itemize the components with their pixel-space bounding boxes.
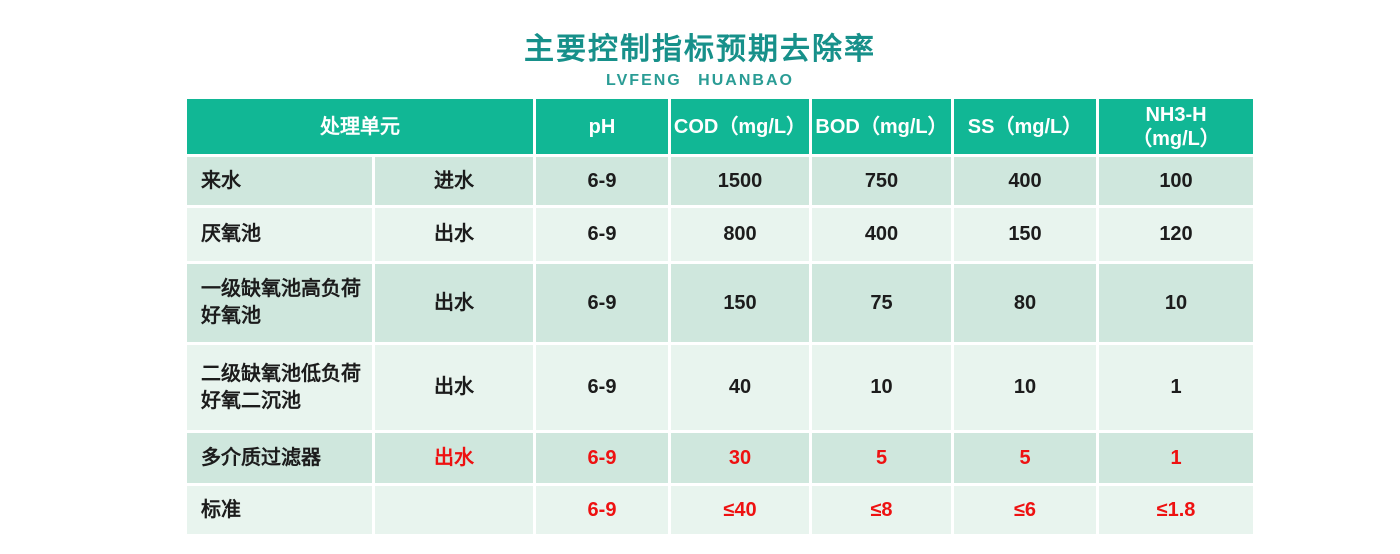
flow-cell: 出水 bbox=[375, 433, 533, 483]
nh3-cell: 10 bbox=[1099, 264, 1253, 342]
page-title: 主要控制指标预期去除率 bbox=[524, 33, 876, 66]
bod-cell: ≤8 bbox=[812, 486, 951, 534]
cod-cell: 1500 bbox=[671, 157, 809, 205]
ss-cell: 400 bbox=[954, 157, 1096, 205]
table-row-incoming-water: 来水 进水 6-9 1500 750 400 100 bbox=[187, 157, 1253, 205]
unit-cell: 多介质过滤器 bbox=[187, 433, 372, 483]
table-row-secondary-anoxic-clarifier: 二级缺氧池低负荷好氧二沉池 出水 6-9 40 10 10 1 bbox=[187, 345, 1253, 430]
nh3-cell: 1 bbox=[1099, 345, 1253, 430]
table-header-row: 处理单元 pH COD（mg/L） BOD（mg/L） SS（mg/L） NH3… bbox=[187, 99, 1253, 154]
cod-cell: 30 bbox=[671, 433, 809, 483]
unit-cell: 二级缺氧池低负荷好氧二沉池 bbox=[187, 345, 372, 430]
ph-cell: 6-9 bbox=[536, 486, 668, 534]
ss-cell: 5 bbox=[954, 433, 1096, 483]
nh3-cell: 120 bbox=[1099, 208, 1253, 261]
bod-cell: 5 bbox=[812, 433, 951, 483]
ss-cell: 10 bbox=[954, 345, 1096, 430]
cod-cell: 150 bbox=[671, 264, 809, 342]
bod-cell: 10 bbox=[812, 345, 951, 430]
unit-cell: 标准 bbox=[187, 486, 372, 534]
ss-cell: ≤6 bbox=[954, 486, 1096, 534]
cod-cell: 800 bbox=[671, 208, 809, 261]
header-cell-cod: COD（mg/L） bbox=[671, 99, 809, 154]
unit-cell: 厌氧池 bbox=[187, 208, 372, 261]
ph-cell: 6-9 bbox=[536, 208, 668, 261]
table-row-standard: 标准 6-9 ≤40 ≤8 ≤6 ≤1.8 bbox=[187, 486, 1253, 534]
ph-cell: 6-9 bbox=[536, 433, 668, 483]
header-cell-ss: SS（mg/L） bbox=[954, 99, 1096, 154]
table-row-primary-anoxic-aerobic: 一级缺氧池高负荷好氧池 出水 6-9 150 75 80 10 bbox=[187, 264, 1253, 342]
bod-cell: 400 bbox=[812, 208, 951, 261]
header-cell-nh3: NH3-H （mg/L） bbox=[1099, 99, 1253, 154]
ss-cell: 80 bbox=[954, 264, 1096, 342]
ph-cell: 6-9 bbox=[536, 157, 668, 205]
header-cell-unit: 处理单元 bbox=[187, 99, 533, 154]
nh3-cell: ≤1.8 bbox=[1099, 486, 1253, 534]
ph-cell: 6-9 bbox=[536, 264, 668, 342]
ph-cell: 6-9 bbox=[536, 345, 668, 430]
flow-cell: 进水 bbox=[375, 157, 533, 205]
bod-cell: 75 bbox=[812, 264, 951, 342]
indicators-table: 处理单元 pH COD（mg/L） BOD（mg/L） SS（mg/L） NH3… bbox=[184, 96, 1256, 537]
cod-cell: ≤40 bbox=[671, 486, 809, 534]
nh3-cell: 100 bbox=[1099, 157, 1253, 205]
nh3-cell: 1 bbox=[1099, 433, 1253, 483]
flow-cell: 出水 bbox=[375, 345, 533, 430]
table-row-anaerobic-tank: 厌氧池 出水 6-9 800 400 150 120 bbox=[187, 208, 1253, 261]
page-subtitle: LVFENG HUANBAO bbox=[606, 72, 794, 89]
unit-cell: 来水 bbox=[187, 157, 372, 205]
bod-cell: 750 bbox=[812, 157, 951, 205]
cod-cell: 40 bbox=[671, 345, 809, 430]
flow-cell: 出水 bbox=[375, 208, 533, 261]
header-cell-bod: BOD（mg/L） bbox=[812, 99, 951, 154]
ss-cell: 150 bbox=[954, 208, 1096, 261]
flow-cell: 出水 bbox=[375, 264, 533, 342]
header-cell-ph: pH bbox=[536, 99, 668, 154]
flow-cell bbox=[375, 486, 533, 534]
table-row-multimedia-filter: 多介质过滤器 出水 6-9 30 5 5 1 bbox=[187, 433, 1253, 483]
unit-cell: 一级缺氧池高负荷好氧池 bbox=[187, 264, 372, 342]
